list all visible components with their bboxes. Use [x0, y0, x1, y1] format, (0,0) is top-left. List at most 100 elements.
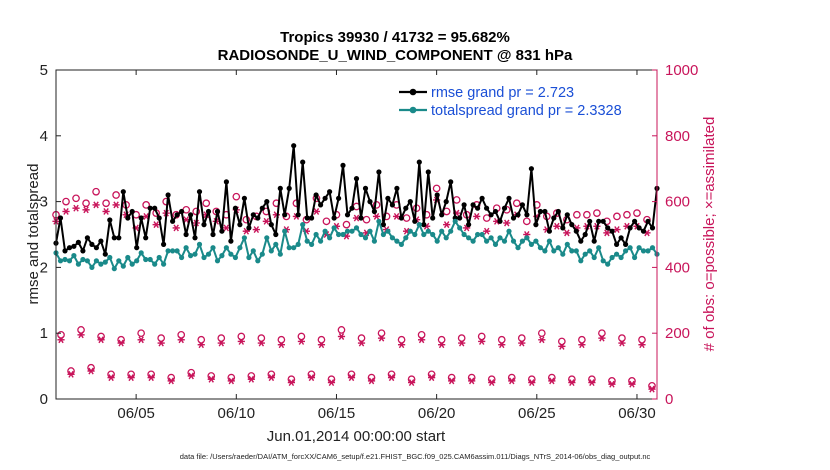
rmse-point — [340, 162, 346, 168]
spread-point — [488, 235, 494, 241]
spread-point — [394, 238, 400, 244]
x-tick-label: 06/15 — [318, 405, 356, 422]
rmse-point — [259, 205, 265, 211]
obs-possible-point — [618, 334, 626, 342]
y-tick-label: 0 — [40, 391, 48, 408]
rmse-point — [107, 217, 113, 223]
obs-possible-high-point — [583, 210, 591, 219]
obs-mark-stroke — [609, 380, 615, 388]
spread-point — [537, 245, 544, 251]
obs-possible-point — [297, 332, 306, 341]
obs-assimilated-high-point — [112, 201, 120, 209]
spread-point — [623, 248, 629, 254]
obs-possible-high-point — [623, 210, 631, 219]
obs-mark-stroke — [418, 336, 425, 344]
y-tick-label: 3 — [40, 194, 48, 211]
obs-mark-stroke — [263, 217, 270, 225]
spread-point — [134, 258, 140, 264]
obs-assimilated-point — [237, 337, 245, 345]
spread-point — [578, 258, 584, 264]
rmse-point — [492, 208, 499, 215]
x-tick-label: 06/25 — [518, 405, 556, 422]
obs-possible-high-point — [452, 196, 461, 204]
rmse-point — [488, 212, 494, 218]
y-tick-label: 1 — [40, 325, 48, 342]
rmse-point — [627, 225, 633, 231]
spread-point — [605, 261, 611, 267]
rmse-point — [327, 189, 333, 195]
spread-point — [125, 254, 131, 261]
spread-point — [291, 245, 297, 251]
rmse-point — [645, 218, 651, 224]
rmse-point — [470, 202, 476, 208]
obs-mark-stroke — [223, 224, 230, 232]
spread-point — [371, 238, 377, 244]
obs-possible-point — [377, 329, 386, 338]
rmse-point — [362, 185, 369, 191]
spread-point — [62, 256, 68, 263]
obs-possible-high-point — [482, 214, 491, 222]
obs-assimilated-point — [347, 374, 356, 382]
rmse-point — [71, 243, 77, 249]
spread-point — [528, 241, 535, 247]
rmse-point — [277, 185, 283, 191]
spread-point — [327, 235, 333, 241]
obs-assimilated-point — [407, 379, 416, 387]
rmse-point — [89, 241, 95, 247]
obs-assimilated-point — [67, 370, 75, 378]
rmse-point — [542, 208, 548, 215]
spread-point — [519, 238, 526, 244]
obs-mark-stroke — [644, 229, 650, 237]
rmse-point — [371, 208, 377, 215]
rmse-point — [313, 192, 319, 198]
obs-assimilated-point — [137, 336, 145, 344]
obs-mark-stroke — [58, 336, 64, 344]
y2-tick-label: 200 — [665, 325, 690, 342]
rmse-point — [358, 215, 364, 221]
spread-point — [367, 228, 373, 234]
spread-point — [322, 228, 328, 234]
rmse-point — [174, 212, 180, 218]
obs-assimilated-point — [598, 334, 606, 342]
spread-point — [421, 231, 427, 238]
obs-assimilated-high-point — [92, 201, 100, 209]
obs-mark-stroke — [83, 206, 89, 214]
obs-mark-stroke — [488, 379, 495, 387]
obs-possible-high-point — [202, 199, 211, 208]
obs-assimilated-point — [267, 374, 275, 382]
chart-title: Tropics 39930 / 41732 = 95.682% — [280, 29, 510, 46]
spread-point — [336, 231, 342, 238]
obs-mark-stroke — [388, 374, 395, 382]
obs-mark-stroke — [639, 341, 645, 349]
spread-point — [452, 218, 458, 224]
y2-tick-label: 600 — [665, 194, 690, 211]
obs-mark-stroke — [448, 377, 455, 385]
legend-spread-marker — [409, 106, 417, 114]
obs-mark-stroke — [208, 375, 214, 383]
spread-point — [268, 248, 274, 254]
rmse-point — [214, 208, 221, 215]
obs-mark-stroke — [68, 370, 74, 378]
obs-assimilated-point — [57, 336, 65, 344]
rmse-point — [569, 222, 575, 228]
chart-subtitle: RADIOSONDE_U_WIND_COMPONENT @ 831 hPa — [218, 47, 573, 64]
rmse-point — [640, 228, 647, 234]
obs-possible-point — [177, 330, 186, 339]
rmse-point — [596, 218, 602, 224]
spread-point — [506, 228, 512, 234]
rmse-point — [546, 228, 553, 234]
obs-assimilated-point — [418, 336, 426, 344]
rmse-point — [430, 215, 436, 221]
spread-point — [649, 245, 656, 251]
obs-assimilated-point — [247, 375, 255, 383]
obs-mark-stroke — [93, 201, 99, 209]
obs-possible-high-point — [593, 209, 601, 217]
obs-possible-high-point — [192, 207, 201, 216]
obs-assimilated-point — [608, 380, 616, 388]
obs-possible-point — [337, 326, 346, 334]
obs-mark-stroke — [358, 339, 365, 347]
obs-assimilated-high-point — [262, 217, 270, 225]
obs-assimilated-high-point — [372, 212, 381, 220]
spread-point — [542, 248, 548, 254]
rmse-point — [425, 169, 431, 175]
